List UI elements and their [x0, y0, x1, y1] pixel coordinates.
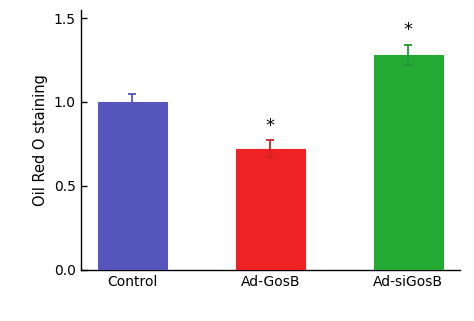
Bar — [98, 102, 167, 270]
Y-axis label: Oil Red O staining: Oil Red O staining — [33, 74, 48, 205]
Bar — [236, 149, 305, 270]
Bar — [374, 55, 443, 270]
Text: *: * — [403, 21, 412, 39]
Text: *: * — [266, 117, 274, 134]
